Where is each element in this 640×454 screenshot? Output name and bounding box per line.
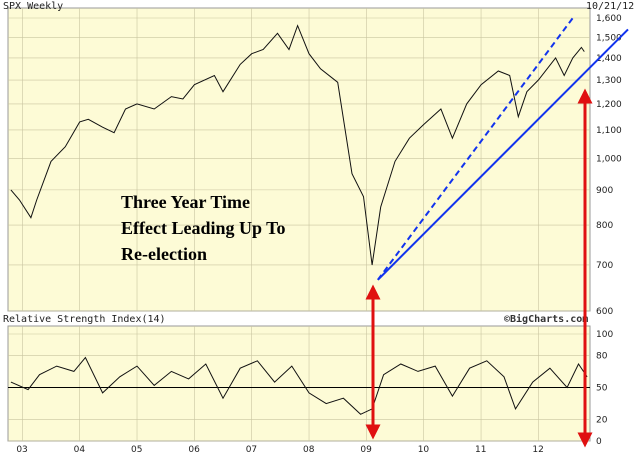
- rsi-series-line: [10, 356, 588, 415]
- annotation-line-1: Three Year Time: [121, 192, 250, 212]
- x-tick-label: 12: [532, 445, 543, 454]
- rsi-plot-area: [7, 325, 591, 442]
- x-tick-label: 11: [475, 445, 486, 454]
- x-tick-label: 03: [16, 445, 27, 454]
- price-grid: [8, 8, 590, 312]
- x-tick-label: 06: [188, 445, 200, 454]
- price-series-line: [10, 24, 585, 266]
- price-y-tick-label: 900: [596, 186, 613, 196]
- price-y-tick-label: 1,100: [596, 126, 622, 136]
- x-tick-label: 04: [74, 445, 86, 454]
- rsi-y-axis: 0 20 50 80 100: [596, 330, 613, 447]
- rsi-y-tick-label: 0: [596, 437, 602, 447]
- annotation-line-3: Re-election: [121, 244, 207, 264]
- x-tick-label: 10: [418, 445, 430, 454]
- rsi-y-tick-label: 20: [596, 416, 608, 426]
- x-tick-label: 05: [131, 445, 142, 454]
- price-y-tick-label: 1,500: [596, 33, 622, 43]
- price-chart-title: SPX Weekly: [3, 1, 63, 12]
- x-tick-label: 09: [360, 445, 372, 454]
- x-tick-label: 07: [246, 445, 257, 454]
- rsi-y-tick-label: 100: [596, 330, 613, 340]
- rsi-grid: [8, 326, 590, 442]
- price-date-label: 10/21/12: [586, 1, 634, 12]
- trendline-dashed: [377, 17, 574, 281]
- price-y-tick-label: 1,600: [596, 14, 622, 24]
- watermark-bigcharts: ©BigCharts.com: [504, 313, 588, 325]
- price-y-axis: 600 700 800 900 1,000 1,100 1,200 1,300 1,400 1,5…: [596, 14, 622, 317]
- price-plot-area: [7, 7, 591, 312]
- price-y-tick-label: 600: [596, 307, 613, 317]
- price-y-tick-label: 1,000: [596, 154, 622, 164]
- rsi-title: Relative Strength Index(14): [3, 314, 166, 325]
- price-y-tick-label: 1,400: [596, 54, 622, 64]
- rsi-y-tick-label: 80: [596, 351, 608, 361]
- x-tick-label: 08: [303, 445, 315, 454]
- trendline-solid: [377, 28, 629, 281]
- trendlines: [377, 17, 629, 281]
- price-y-tick-label: 700: [596, 261, 613, 271]
- price-y-tick-label: 800: [596, 221, 613, 231]
- price-y-tick-label: 1,200: [596, 100, 622, 110]
- annotation-line-2: Effect Leading Up To: [121, 218, 286, 238]
- rsi-y-tick-label: 50: [596, 384, 608, 394]
- price-y-tick-label: 1,300: [596, 76, 622, 86]
- x-axis: 03 04 05 06 07 08 09 10 11 12: [16, 445, 544, 454]
